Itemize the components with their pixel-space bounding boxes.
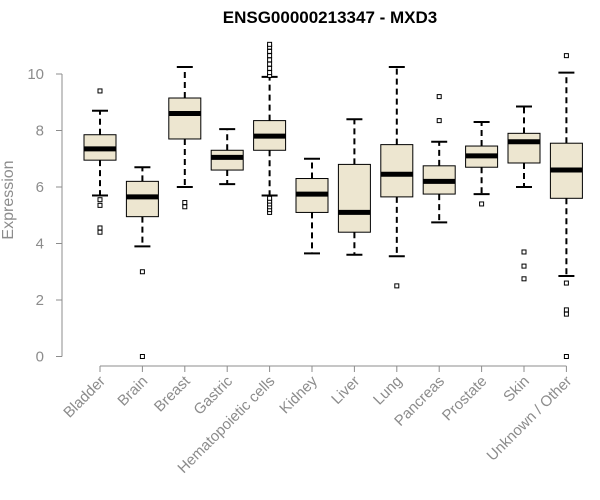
box-group <box>337 118 371 256</box>
outlier-point <box>563 53 569 59</box>
x-tick-label: Bladder <box>60 373 109 422</box>
outlier-point <box>267 41 273 47</box>
box-rect <box>337 163 371 233</box>
box-group <box>422 94 456 224</box>
x-tick-label: Liver <box>328 373 363 408</box>
box-group <box>125 166 159 359</box>
outlier-point <box>97 197 103 203</box>
y-tick-label: 4 <box>36 236 44 253</box>
outlier-point <box>97 225 103 231</box>
y-tick-label: 0 <box>36 349 44 366</box>
x-tick-label: Brain <box>114 373 151 410</box>
boxes <box>83 41 583 359</box>
box-group <box>465 121 499 207</box>
x-tick-label: Prostate <box>439 373 491 425</box>
outlier-point <box>267 48 273 54</box>
outlier-point <box>97 88 103 94</box>
y-tick-label: 10 <box>27 66 44 83</box>
outlier-point <box>139 269 145 275</box>
axes: 0 2 4 6 8 10 <box>27 66 567 372</box>
outlier-point <box>182 204 188 210</box>
x-tick-label: Kidney <box>276 372 321 417</box>
box-rect <box>168 97 202 140</box>
box-group <box>210 128 244 186</box>
outlier-point <box>267 70 273 76</box>
box-group <box>507 105 541 282</box>
outlier-point <box>479 201 485 207</box>
x-tick-label: Skin <box>500 373 533 406</box>
chart-title: ENSG00000213347 - MXD3 <box>223 8 438 27</box>
x-tick-label: Breast <box>151 372 194 415</box>
outlier-point <box>563 354 569 359</box>
outlier-point <box>521 263 527 269</box>
outlier-point <box>97 202 103 208</box>
box-rect <box>210 149 244 171</box>
outlier-point <box>436 118 442 124</box>
outlier-point <box>97 229 103 235</box>
outlier-point <box>521 249 527 255</box>
box-group <box>380 65 414 289</box>
y-tick-label: 8 <box>36 123 44 140</box>
box-rect <box>380 144 414 198</box>
outlier-point <box>521 276 527 282</box>
box-group <box>83 88 117 235</box>
x-tick-label: Lung <box>370 373 406 409</box>
box-rect <box>507 132 541 164</box>
box-group <box>168 65 202 210</box>
outlier-point <box>563 280 569 286</box>
y-tick-label: 2 <box>36 292 44 309</box>
outlier-point <box>394 283 400 289</box>
outlier-point <box>182 200 188 206</box>
outlier-point <box>267 65 273 71</box>
box-group <box>253 41 287 215</box>
y-axis-label: Expression <box>0 160 17 239</box>
y-tick-label: 6 <box>36 179 44 196</box>
outlier-point <box>267 195 273 201</box>
outlier-point <box>563 307 569 313</box>
box-group <box>549 53 583 359</box>
outlier-point <box>267 57 273 63</box>
outlier-point <box>139 354 145 359</box>
outlier-point <box>267 53 273 59</box>
box-group <box>295 157 329 255</box>
outlier-point <box>267 61 273 67</box>
outlier-point <box>563 311 569 317</box>
outlier-point <box>436 94 442 100</box>
